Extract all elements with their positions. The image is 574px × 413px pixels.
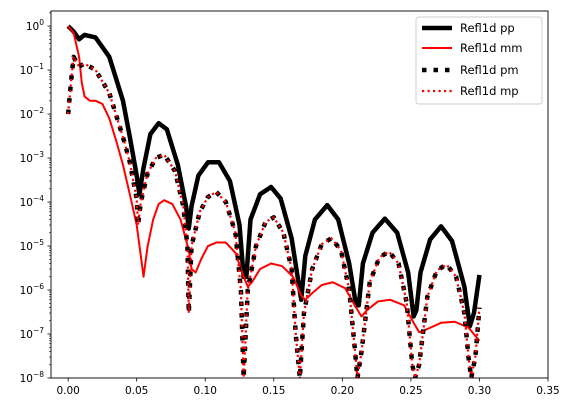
legend-box (415, 16, 543, 105)
x-tick-label-4: 0.20 (331, 385, 354, 397)
y-tick-label-8: 100 (26, 18, 44, 33)
series-line-refl1d-pp (66, 24, 482, 329)
y-tick-label-5: 10−3 (20, 150, 45, 165)
legend-label-mp: Refl1d mp (460, 84, 519, 98)
x-tick-label-5: 0.25 (399, 385, 422, 397)
y-tick-label-3: 10−5 (20, 238, 45, 253)
legend-item-mp: Refl1d mp (422, 84, 519, 98)
x-tick-label-2: 0.10 (194, 385, 217, 397)
x-tick-label-3: 0.15 (262, 385, 285, 397)
y-tick-label-6: 10−2 (20, 106, 45, 121)
x-tick-label-6: 0.30 (468, 385, 491, 397)
y-tick-label-4: 10−4 (20, 194, 45, 209)
y-tick-label-2: 10−6 (20, 282, 45, 297)
y-axis: 10−8 10−7 10−6 10−5 10−4 10−3 10−2 10−1 100 (20, 12, 51, 385)
y-tick-label-7: 10−1 (20, 62, 45, 77)
series-line-refl1d-mm (67, 25, 481, 342)
x-tick-label-7: 0.35 (536, 385, 559, 397)
legend-item-pm: Refl1d pm (422, 63, 519, 77)
series-layer (65, 24, 482, 378)
legend-label-mm: Refl1d mm (460, 41, 522, 55)
series-line-refl1d-mp (67, 55, 481, 378)
x-axis: 0.00 0.05 0.10 0.15 0.20 0.25 0.30 0.35 (56, 378, 560, 397)
legend-label-pm: Refl1d pm (460, 63, 519, 77)
y-tick-label-1: 10−7 (20, 326, 45, 341)
plot-frame (50, 10, 549, 379)
x-tick-label-1: 0.05 (125, 385, 148, 397)
legend-item-pp: Refl1d pp (422, 21, 515, 35)
legend-item-mm: Refl1d mm (422, 41, 522, 55)
legend-label-pp: Refl1d pp (460, 21, 515, 35)
y-tick-label-0: 10−8 (20, 370, 45, 385)
legend: Refl1d pp Refl1d mm Refl1d pm Refl1d mp (415, 16, 543, 105)
x-tick-label-0: 0.00 (56, 385, 79, 397)
